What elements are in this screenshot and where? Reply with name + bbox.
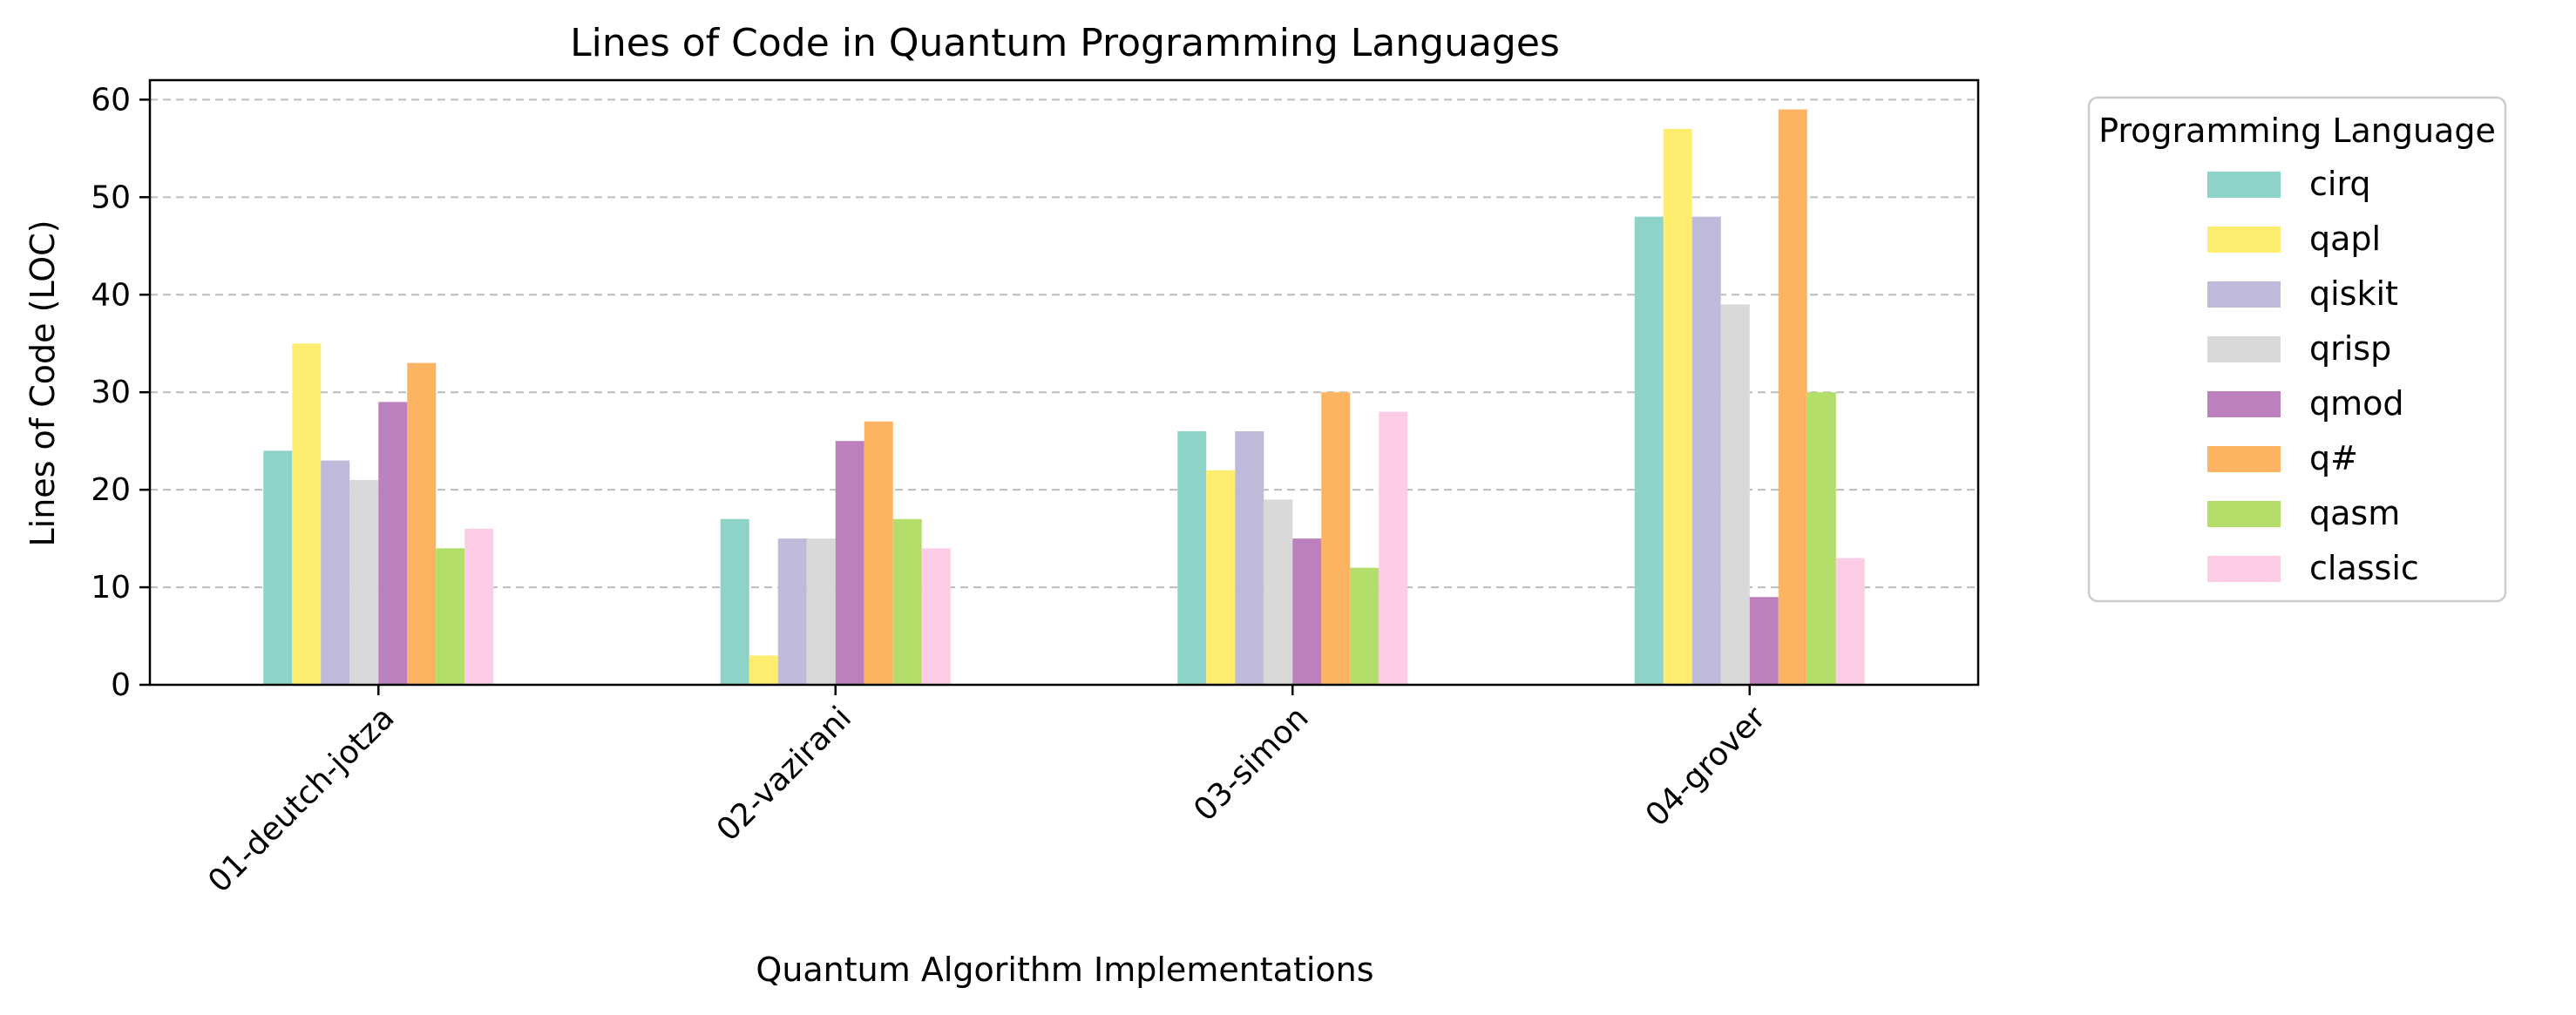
bar-qmod-01-deutch-jotza: [378, 402, 408, 685]
y-tick-label-20: 20: [91, 472, 131, 508]
y-axis-label: Lines of Code (LOC): [24, 220, 62, 546]
legend: Programming Language cirq qapl qiskit qrisp…: [2087, 96, 2507, 603]
chart-title: Lines of Code in Quantum Programming Lan…: [570, 21, 1560, 65]
bar-classic-04-grover: [1835, 558, 1865, 685]
bar-cirq-03-simon: [1177, 430, 1207, 685]
bar-qapl-02-vazirani: [749, 655, 778, 685]
legend-label-qmod: qmod: [2309, 384, 2404, 423]
y-tick-label-10: 10: [91, 570, 131, 606]
bar-qrisp-03-simon: [1264, 499, 1293, 685]
legend-label-q#: q#: [2309, 439, 2358, 477]
y-tick-label-50: 50: [91, 179, 131, 215]
bar-qiskit-02-vazirani: [777, 538, 807, 685]
x-tick-label-04-grover: 04-grover: [1639, 700, 1773, 834]
legend-label-qiskit: qiskit: [2309, 274, 2398, 313]
bar-classic-01-deutch-jotza: [464, 528, 494, 685]
legend-label-qasm: qasm: [2309, 494, 2400, 532]
bar-q#-03-simon: [1321, 392, 1351, 685]
legend-label-qapl: qapl: [2309, 220, 2381, 258]
bar-qrisp-02-vazirani: [806, 538, 836, 685]
bar-classic-03-simon: [1379, 411, 1408, 685]
legend-label-classic: classic: [2309, 549, 2419, 587]
x-axis: 01-deutch-jotza 02-vazirani 03-simon 04-gro…: [201, 685, 1773, 900]
legend-swatch-qiskit: [2207, 281, 2281, 308]
legend-box: [2087, 96, 2507, 603]
legend-swatch-q#: [2207, 446, 2281, 472]
legend-label-qrisp: qrisp: [2309, 329, 2391, 368]
bar-cirq-04-grover: [1634, 216, 1664, 686]
bars: [263, 109, 1865, 686]
bar-qmod-03-simon: [1292, 538, 1322, 685]
bar-qrisp-01-deutch-jotza: [349, 479, 379, 685]
x-axis-label: Quantum Algorithm Implementations: [756, 951, 1373, 989]
bar-qasm-02-vazirani: [892, 518, 922, 685]
bar-qasm-03-simon: [1350, 567, 1380, 685]
bar-classic-02-vazirani: [921, 548, 951, 685]
x-tick-label-01-deutch-jotza: 01-deutch-jotza: [201, 700, 401, 899]
legend-label-cirq: cirq: [2309, 165, 2371, 203]
legend-swatch-qapl: [2207, 227, 2281, 253]
bar-q#-01-deutch-jotza: [407, 362, 437, 685]
bar-q#-04-grover: [1778, 109, 1807, 686]
bar-q#-02-vazirani: [864, 421, 893, 685]
bar-qmod-02-vazirani: [835, 441, 864, 685]
y-tick-label-40: 40: [91, 277, 131, 313]
y-tick-label-30: 30: [91, 375, 131, 410]
legend-title: Programming Language: [2098, 112, 2496, 150]
bar-cirq-02-vazirani: [720, 518, 749, 685]
bar-cirq-01-deutch-jotza: [263, 450, 293, 685]
plot-frame: [148, 78, 1980, 687]
legend-swatch-qrisp: [2207, 336, 2281, 362]
bar-qiskit-04-grover: [1691, 216, 1721, 686]
legend-swatch-cirq: [2207, 172, 2281, 198]
bar-qapl-03-simon: [1206, 470, 1236, 685]
y-tick-label-60: 60: [91, 82, 131, 118]
legend-swatch-qasm: [2207, 501, 2281, 527]
bar-qrisp-04-grover: [1720, 304, 1750, 685]
bar-qmod-04-grover: [1749, 597, 1779, 685]
bar-qasm-01-deutch-jotza: [436, 548, 465, 685]
legend-swatch-qmod: [2207, 391, 2281, 417]
legend-items: cirq qapl qiskit qrisp qmod q# qasm classic: [2207, 165, 2419, 587]
y-axis: 0 10 20 30 40 50 60: [91, 82, 150, 703]
x-tick-label-03-simon: 03-simon: [1187, 700, 1315, 828]
bar-qapl-01-deutch-jotza: [292, 343, 322, 685]
x-tick-label-02-vazirani: 02-vazirani: [710, 700, 858, 848]
bar-qapl-04-grover: [1663, 128, 1692, 685]
legend-swatch-classic: [2207, 556, 2281, 582]
y-tick-label-0: 0: [111, 667, 131, 703]
bar-qiskit-03-simon: [1235, 430, 1264, 685]
bar-qiskit-01-deutch-jotza: [321, 460, 350, 685]
bar-qasm-04-grover: [1807, 392, 1836, 685]
